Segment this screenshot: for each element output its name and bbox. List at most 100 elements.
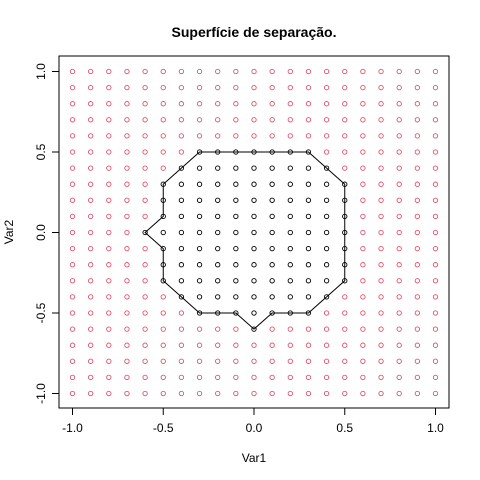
point-outside — [360, 278, 366, 284]
point-inside — [323, 278, 330, 284]
point-inside — [305, 294, 312, 300]
point-outside — [323, 133, 330, 139]
point-inside — [178, 197, 185, 203]
point-outside — [378, 390, 384, 397]
point-outside — [378, 117, 384, 123]
point-outside — [106, 245, 112, 252]
point-outside — [106, 229, 112, 236]
x-tick-label: 1.0 — [427, 421, 444, 435]
point-outside — [106, 84, 112, 91]
point-outside — [414, 326, 420, 332]
point-outside — [106, 133, 112, 139]
point-outside — [124, 374, 130, 381]
x-tick-label: -1.0 — [62, 421, 83, 435]
y-tick-label: 0.0 — [34, 224, 48, 241]
point-outside — [378, 374, 384, 381]
point-outside — [160, 358, 166, 364]
point-inside — [178, 245, 185, 252]
point-outside — [414, 133, 420, 139]
point-outside — [378, 165, 384, 171]
point-inside — [178, 229, 185, 236]
point-inside — [305, 262, 312, 268]
point-inside — [305, 278, 312, 284]
point-outside — [414, 342, 420, 348]
point-outside — [142, 117, 148, 123]
point-outside — [88, 390, 94, 397]
point-outside — [378, 68, 384, 75]
point-outside — [360, 390, 366, 397]
point-outside — [160, 84, 166, 91]
point-outside — [88, 278, 94, 284]
point-outside — [124, 262, 130, 268]
point-outside — [287, 117, 293, 123]
point-outside — [88, 149, 94, 155]
point-outside — [323, 68, 330, 75]
point-outside — [414, 358, 420, 364]
point-outside — [378, 310, 384, 316]
point-inside — [251, 294, 257, 300]
point-outside — [323, 310, 330, 316]
point-outside — [305, 326, 312, 332]
point-outside — [215, 117, 221, 123]
point-outside — [233, 390, 239, 397]
point-outside — [287, 84, 293, 91]
point-outside — [178, 326, 185, 332]
point-outside — [360, 358, 366, 364]
point-outside — [360, 310, 366, 316]
point-outside — [251, 68, 257, 75]
point-outside — [432, 262, 439, 268]
point-outside — [432, 165, 439, 171]
point-outside — [378, 197, 384, 203]
y-axis-label: Var2 — [2, 219, 16, 244]
point-outside — [414, 374, 420, 381]
point-outside — [360, 374, 366, 381]
point-inside — [269, 197, 275, 203]
point-inside — [215, 262, 221, 268]
point-outside — [69, 374, 76, 381]
point-inside — [178, 294, 185, 300]
point-outside — [142, 101, 148, 107]
point-inside — [178, 181, 185, 187]
point-outside — [88, 342, 94, 348]
point-outside — [106, 213, 112, 220]
point-inside — [196, 294, 203, 300]
point-outside — [69, 326, 76, 332]
point-outside — [124, 342, 130, 348]
point-outside — [323, 84, 330, 91]
point-outside — [432, 326, 439, 332]
point-outside — [88, 213, 94, 220]
point-outside — [124, 133, 130, 139]
point-outside — [287, 390, 293, 397]
point-outside — [106, 165, 112, 171]
point-outside — [414, 68, 420, 75]
point-inside — [323, 197, 330, 203]
point-outside — [124, 278, 130, 284]
point-inside — [196, 197, 203, 203]
point-outside — [142, 133, 148, 139]
point-outside — [287, 68, 293, 75]
point-outside — [251, 84, 257, 91]
point-inside — [196, 181, 203, 187]
point-outside — [305, 358, 312, 364]
point-outside — [142, 149, 148, 155]
point-inside — [251, 197, 257, 203]
point-outside — [378, 181, 384, 187]
point-inside — [251, 229, 257, 236]
point-outside — [432, 342, 439, 348]
point-outside — [269, 133, 275, 139]
point-outside — [106, 374, 112, 381]
point-outside — [251, 374, 257, 381]
point-outside — [69, 229, 76, 236]
point-inside — [196, 262, 203, 268]
point-outside — [432, 68, 439, 75]
point-outside — [360, 117, 366, 123]
point-outside — [106, 278, 112, 284]
point-outside — [342, 310, 348, 316]
point-outside — [414, 294, 420, 300]
point-outside — [396, 342, 402, 348]
point-outside — [160, 374, 166, 381]
point-outside — [142, 390, 148, 397]
point-inside — [178, 262, 185, 268]
point-outside — [178, 84, 185, 91]
